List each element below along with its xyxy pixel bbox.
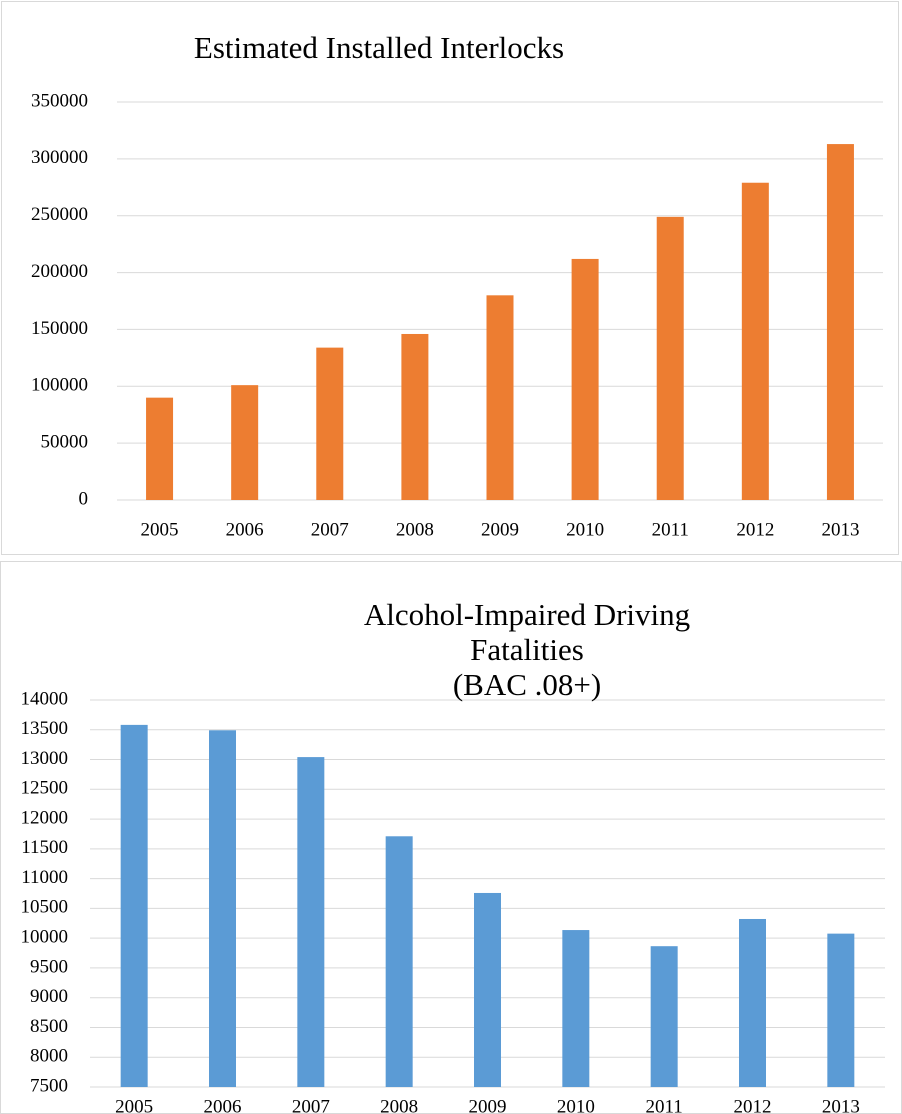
y-tick-label: 150000 xyxy=(31,318,88,339)
x-tick-label: 2013 xyxy=(821,519,859,540)
x-tick-label: 2010 xyxy=(566,519,604,540)
bar xyxy=(650,946,678,1087)
x-tick-label: 2006 xyxy=(226,519,264,540)
chart-frame xyxy=(1,1,899,555)
y-tick-label: 12000 xyxy=(21,807,69,828)
x-tick-label: 2005 xyxy=(115,1096,153,1114)
x-tick-label: 2010 xyxy=(557,1096,595,1114)
y-tick-label: 11500 xyxy=(21,837,68,858)
y-tick-label: 350000 xyxy=(31,90,88,111)
y-tick-label: 13000 xyxy=(21,748,69,769)
y-tick-label: 0 xyxy=(79,488,89,509)
bar xyxy=(401,333,429,500)
bar xyxy=(739,918,766,1087)
y-tick-label: 100000 xyxy=(31,375,88,396)
x-tick-label: 2013 xyxy=(822,1096,860,1114)
y-tick-label: 300000 xyxy=(31,147,88,168)
bar xyxy=(385,836,413,1087)
y-tick-label: 200000 xyxy=(31,261,88,282)
x-tick-label: 2009 xyxy=(481,519,519,540)
x-tick-label: 2012 xyxy=(734,1096,772,1114)
bar xyxy=(656,216,684,500)
y-tick-label: 9000 xyxy=(30,986,68,1007)
y-tick-label: 11000 xyxy=(21,867,68,888)
bar xyxy=(562,930,590,1087)
y-tick-label: 250000 xyxy=(31,204,88,225)
y-tick-label: 7500 xyxy=(30,1075,68,1096)
y-tick-label: 12500 xyxy=(21,778,69,799)
bar xyxy=(571,258,599,500)
y-tick-label: 13500 xyxy=(21,718,69,739)
bar xyxy=(297,757,325,1087)
x-tick-label: 2007 xyxy=(311,519,349,540)
y-tick-label: 10500 xyxy=(21,897,69,918)
bar xyxy=(474,892,501,1087)
bar xyxy=(209,730,236,1087)
bar xyxy=(120,724,148,1087)
y-tick-label: 8000 xyxy=(30,1046,68,1067)
y-tick-label: 50000 xyxy=(41,432,89,453)
y-tick-label: 8500 xyxy=(30,1016,68,1037)
x-tick-label: 2006 xyxy=(204,1096,242,1114)
bar xyxy=(231,385,259,500)
x-tick-label: 2008 xyxy=(380,1096,418,1114)
x-tick-label: 2008 xyxy=(396,519,434,540)
bar xyxy=(741,182,769,501)
x-tick-label: 2007 xyxy=(292,1096,330,1114)
x-tick-label: 2005 xyxy=(141,519,179,540)
chart-title: Estimated Installed Interlocks xyxy=(193,30,565,65)
x-tick-label: 2011 xyxy=(646,1096,683,1114)
bar xyxy=(826,144,854,500)
y-tick-label: 9500 xyxy=(30,956,68,977)
x-tick-label: 2012 xyxy=(736,519,774,540)
y-tick-label: 14000 xyxy=(21,688,69,709)
bar xyxy=(316,347,344,500)
chart-title: Alcohol-Impaired Driving Fatalities (BAC… xyxy=(363,597,691,702)
bar xyxy=(486,295,514,500)
bar xyxy=(827,933,855,1087)
x-tick-label: 2009 xyxy=(469,1096,507,1114)
x-tick-label: 2011 xyxy=(652,519,689,540)
bar xyxy=(146,397,174,500)
y-tick-label: 10000 xyxy=(21,927,69,948)
